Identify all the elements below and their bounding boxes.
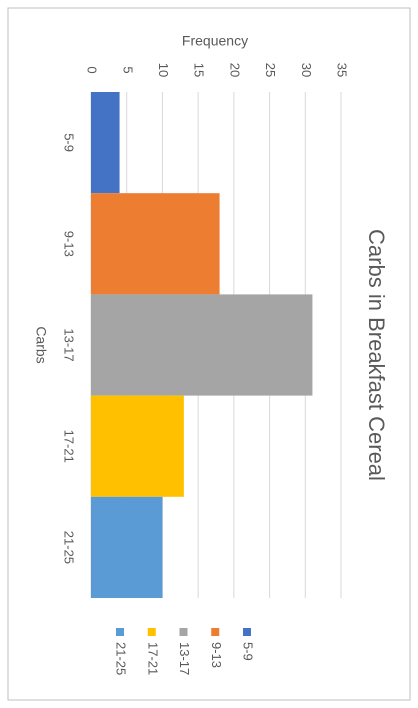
y-tick-label: 35 [335,63,350,77]
legend-label: 5-9 [241,642,256,661]
y-tick-label: 25 [263,63,278,77]
y-axis-title: Frequency [182,33,248,49]
y-tick-label: 10 [156,63,171,77]
x-tick-label: 17-21 [62,430,77,463]
legend-label: 21-25 [114,642,129,675]
chart-title: Carbs in Breakfast Cereal [364,229,389,481]
legend-marker [211,628,220,636]
x-tick-label: 9-13 [62,231,77,257]
legend-label: 9-13 [209,642,224,668]
bar [91,496,163,598]
bar [91,395,184,497]
y-tick-label: 20 [227,63,242,77]
legend-label: 17-21 [145,642,160,675]
bar [91,92,120,194]
bar [91,294,313,396]
y-tick-label: 5 [120,66,135,73]
x-tick-label: 5-9 [62,133,77,152]
legend-marker [116,628,124,636]
legend-marker [179,628,188,636]
legend-marker [243,628,251,636]
y-tick-label: 0 [85,66,100,73]
y-tick-label: 15 [192,63,207,77]
legend-label: 13-17 [177,642,192,675]
x-tick-label: 13-17 [62,328,77,361]
legend-marker [147,628,156,636]
y-tick-label: 30 [299,63,314,77]
x-tick-label: 21-25 [62,531,77,564]
bar [91,193,220,295]
x-axis-title: Carbs [33,326,49,363]
